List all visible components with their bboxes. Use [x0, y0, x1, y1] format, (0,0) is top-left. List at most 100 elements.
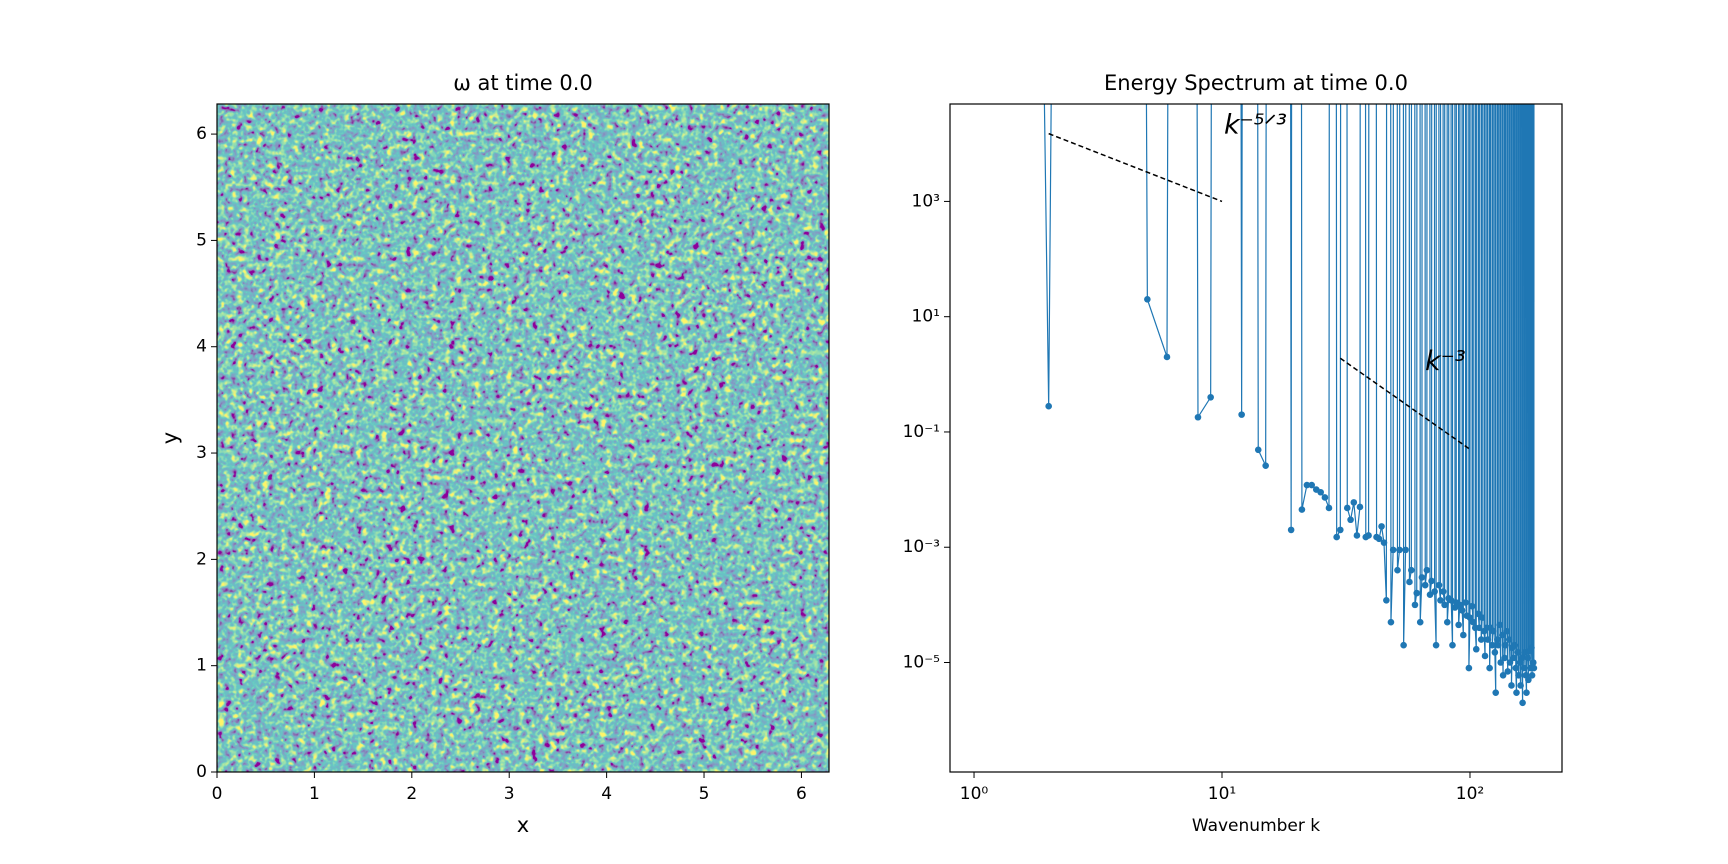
- y-tick-label: 2: [196, 549, 207, 569]
- spectrum-point: [1238, 411, 1245, 418]
- x-tick-label: 0: [212, 784, 223, 804]
- reference-line: [1339, 357, 1471, 450]
- spectrum-point: [1394, 566, 1401, 574]
- y-tick-label: 6: [196, 124, 207, 144]
- y-tick-label: 5: [196, 230, 207, 250]
- x-tick-label: 10⁰: [960, 784, 989, 804]
- spectrum-point: [1481, 652, 1489, 660]
- spectrum-point: [1462, 599, 1469, 606]
- spectrum-point: [1523, 689, 1530, 696]
- spectrum-point: [1439, 588, 1447, 595]
- spectrum-point: [1406, 578, 1413, 586]
- spectrum-point: [1513, 689, 1520, 696]
- y-tick-label: 3: [196, 443, 207, 463]
- y-tick-label: 1: [196, 656, 207, 676]
- spectrum-point: [1337, 526, 1344, 534]
- spectrum-point: [1303, 481, 1311, 489]
- spectrum-point: [1472, 645, 1480, 653]
- spectrum-point: [1437, 597, 1444, 604]
- x-tick-label: 5: [699, 784, 710, 804]
- spectrum-point: [1506, 659, 1514, 666]
- spectrum-point: [1494, 641, 1502, 649]
- y-tick-label: 10⁻⁵: [903, 653, 940, 673]
- spectrum-point: [1496, 621, 1504, 629]
- spectrum-point: [1515, 671, 1522, 679]
- x-tick-label: 10¹: [1208, 784, 1236, 804]
- spectrum-point: [1413, 589, 1421, 597]
- spectrum-point: [1525, 676, 1532, 684]
- plot-area: [1043, 104, 1538, 707]
- spectrum-point: [1514, 649, 1522, 656]
- spectrum-point: [1333, 533, 1340, 541]
- spectrum-point: [1458, 607, 1466, 614]
- spectrum-point: [1441, 601, 1448, 609]
- spectrum-point: [1511, 641, 1518, 649]
- spectrum-point: [1416, 618, 1424, 626]
- spectrum-point: [1411, 601, 1419, 609]
- spectrum-point: [1389, 546, 1397, 554]
- spectrum-point: [1477, 636, 1485, 643]
- x-tick-label: 6: [796, 784, 807, 804]
- spectrum-point: [1489, 627, 1497, 635]
- spectrum-point: [1455, 621, 1462, 629]
- spectrum-point: [1163, 353, 1171, 361]
- spectrum-point: [1475, 624, 1483, 632]
- x-axis-label: x: [517, 813, 529, 837]
- spectrum-point: [1502, 641, 1509, 649]
- spectrum-point: [1469, 618, 1477, 626]
- spectrum-point: [1428, 577, 1435, 585]
- spectrum-point: [1499, 671, 1507, 679]
- spectrum-point: [1501, 654, 1508, 662]
- x-tick-label: 3: [504, 784, 515, 804]
- chart-title: ω at time 0.0: [453, 71, 593, 95]
- spectrum-point: [1356, 503, 1364, 511]
- spectrum-point: [1492, 689, 1500, 696]
- spectrum-point: [1518, 654, 1526, 662]
- spectrum-point: [1521, 649, 1528, 656]
- spectrum-point: [1449, 641, 1456, 649]
- x-tick-label: 1: [309, 784, 320, 804]
- spectrum-point: [1375, 535, 1383, 543]
- spectrum-point: [1504, 668, 1512, 675]
- spectrum-point: [1499, 631, 1506, 639]
- spectrum-point: [1431, 588, 1438, 595]
- axes-frame: [216, 103, 830, 773]
- spectrum-point: [1443, 618, 1451, 626]
- spectrum-point: [1378, 523, 1385, 530]
- spectrum-point: [1321, 494, 1329, 501]
- spectrum-point: [1528, 644, 1535, 652]
- spectrum-point: [1045, 402, 1052, 410]
- spectrum-point: [1524, 654, 1532, 662]
- spectrum-point: [1343, 504, 1351, 512]
- spectrum-point: [1402, 546, 1409, 554]
- spectrum-point: [1494, 636, 1501, 643]
- spectrum-point: [1465, 664, 1473, 672]
- spectrum-point: [1418, 574, 1426, 581]
- x-tick-label: 2: [406, 784, 417, 804]
- y-tick-label: 10¹: [912, 307, 940, 327]
- spectrum-point: [1497, 659, 1504, 666]
- spectrum-point: [1383, 597, 1390, 604]
- spectrum-point: [1488, 641, 1496, 649]
- reference-line: [1048, 132, 1223, 203]
- spectrum-point: [1503, 627, 1511, 635]
- spectrum-point: [1194, 413, 1202, 421]
- spectrum-point: [1460, 631, 1467, 639]
- heatmap: [217, 104, 829, 772]
- spectrum-point: [1408, 566, 1415, 574]
- spectrum-point: [1353, 532, 1361, 539]
- spectrum-point: [1317, 488, 1324, 496]
- spectrum-point: [1512, 664, 1520, 672]
- spectrum-point: [1520, 664, 1528, 672]
- y-tick-label: 4: [196, 337, 207, 357]
- heatmap-image: [217, 104, 829, 772]
- spectrum-point: [1451, 604, 1459, 611]
- spectrum-point: [1325, 504, 1333, 512]
- spectrum-point: [1262, 462, 1269, 469]
- slope-annotation: k⁻³: [1425, 346, 1466, 377]
- spectrum-point: [1254, 446, 1262, 454]
- spectrum-point: [1400, 641, 1407, 649]
- spectrum-point: [1517, 682, 1524, 689]
- spectrum-point: [1505, 636, 1513, 643]
